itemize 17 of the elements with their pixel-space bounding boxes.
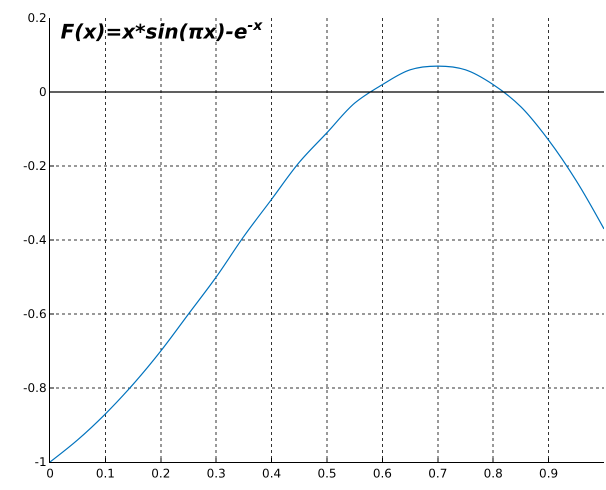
y-tick-label: 0.2 — [28, 11, 47, 26]
x-tick-label: 0.5 — [317, 466, 337, 480]
x-tick-label: 0.3 — [206, 466, 226, 480]
chart-title: F(x)=x*sin(πx)-e$^{-x}$ — [60, 18, 264, 44]
y-tick-label: -1 — [34, 455, 47, 470]
y-tick-label: -0.8 — [23, 381, 47, 396]
x-tick-label: 0.1 — [96, 466, 115, 480]
x-tick-label: 0.7 — [428, 466, 448, 480]
y-tick-label: 0 — [38, 85, 47, 100]
x-tick-label: 0.4 — [262, 466, 282, 480]
x-tick-label: 0.6 — [372, 466, 392, 480]
y-tick-label: -0.4 — [23, 233, 47, 248]
x-tick-label: 0.8 — [484, 466, 503, 480]
x-tick-label: 0.2 — [151, 466, 170, 480]
y-tick-label: -0.6 — [23, 307, 47, 322]
x-tick-label: 0.9 — [539, 466, 558, 480]
y-tick-label: -0.2 — [23, 159, 47, 174]
